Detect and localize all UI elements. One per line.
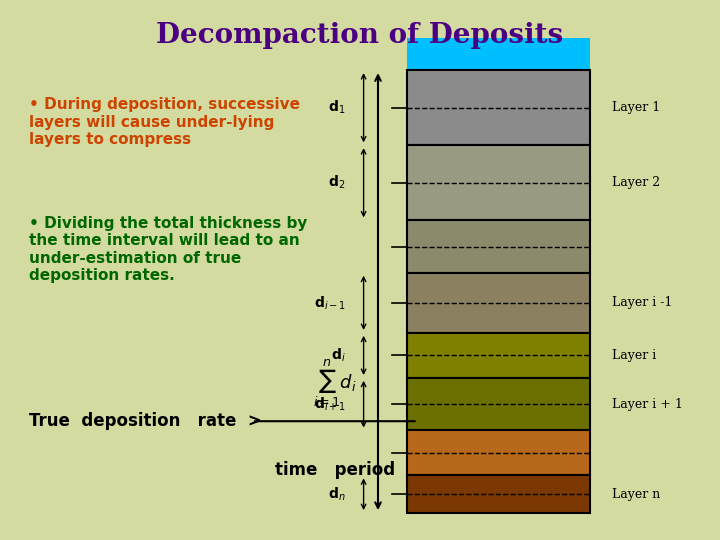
Text: True  deposition   rate  >: True deposition rate > xyxy=(29,412,261,430)
Text: d$_n$: d$_n$ xyxy=(328,485,346,503)
FancyBboxPatch shape xyxy=(407,430,590,476)
Text: d$_i$: d$_i$ xyxy=(331,347,346,364)
Text: Decompaction of Deposits: Decompaction of Deposits xyxy=(156,22,564,49)
Text: • Dividing the total thickness by
the time interval will lead to an
under-estima: • Dividing the total thickness by the ti… xyxy=(29,216,307,283)
Text: Layer 2: Layer 2 xyxy=(612,176,660,190)
Text: $\sum_{i=1}^{n} d_i$: $\sum_{i=1}^{n} d_i$ xyxy=(313,357,356,409)
Text: d$_{i+1}$: d$_{i+1}$ xyxy=(314,395,346,413)
Text: Layer i -1: Layer i -1 xyxy=(612,296,672,309)
Text: time   period: time period xyxy=(275,461,395,479)
Text: Layer n: Layer n xyxy=(612,488,660,501)
FancyBboxPatch shape xyxy=(407,333,590,378)
Text: d$_2$: d$_2$ xyxy=(328,174,346,192)
FancyBboxPatch shape xyxy=(407,38,590,70)
Text: Layer 1: Layer 1 xyxy=(612,101,660,114)
Text: d$_1$: d$_1$ xyxy=(328,99,346,117)
Text: Layer i + 1: Layer i + 1 xyxy=(612,397,683,411)
Text: • During deposition, successive
layers will cause under-lying
layers to compress: • During deposition, successive layers w… xyxy=(29,97,300,147)
FancyBboxPatch shape xyxy=(407,145,590,220)
FancyBboxPatch shape xyxy=(407,273,590,333)
FancyBboxPatch shape xyxy=(407,476,590,513)
Text: d$_{i-1}$: d$_{i-1}$ xyxy=(314,294,346,312)
FancyBboxPatch shape xyxy=(407,378,590,430)
FancyBboxPatch shape xyxy=(407,220,590,273)
FancyBboxPatch shape xyxy=(407,70,590,145)
Text: Layer i: Layer i xyxy=(612,349,656,362)
